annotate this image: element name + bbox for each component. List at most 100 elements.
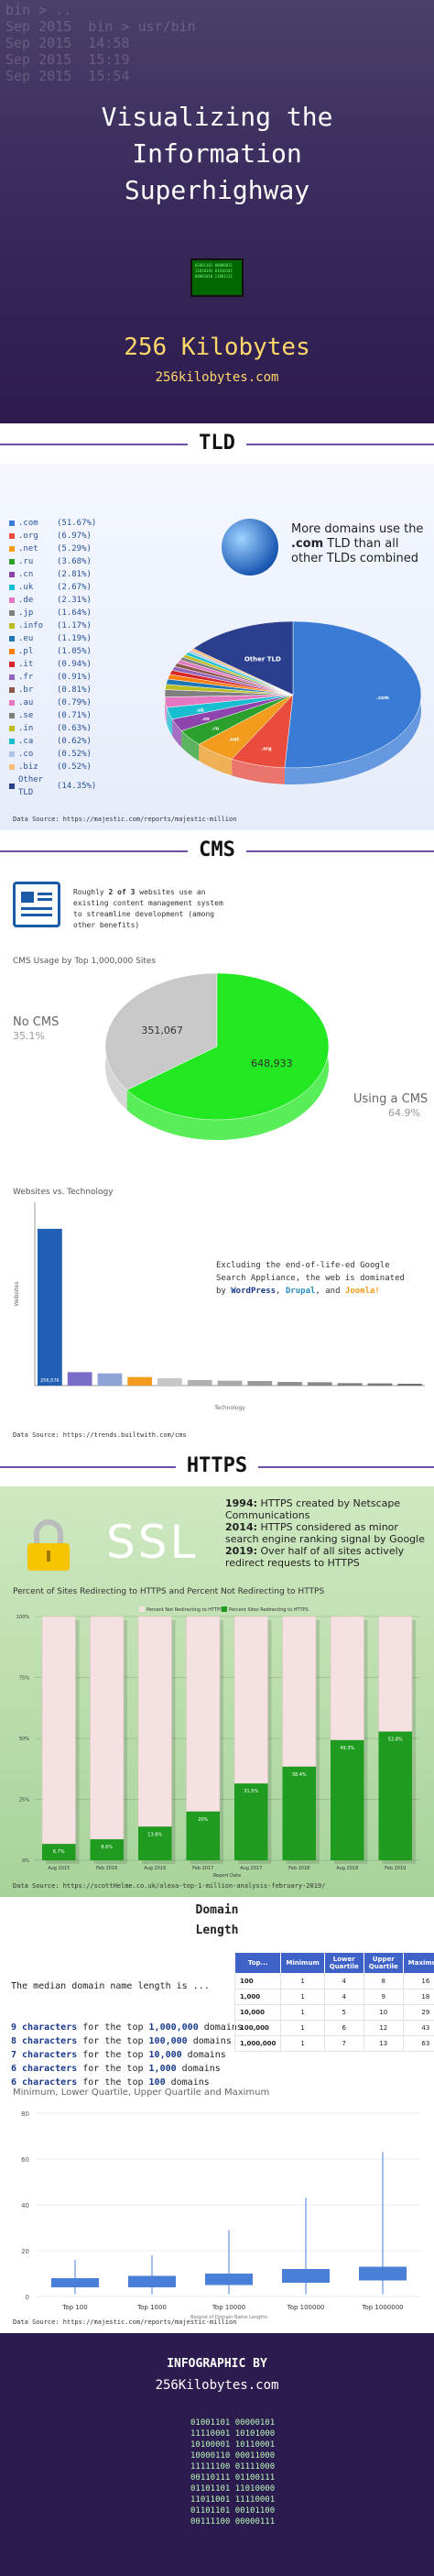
- header: bin > .. Sep 2015 bin > usr/bin Sep 2015…: [0, 0, 434, 423]
- https-heading-text: HTTPS: [176, 1454, 258, 1477]
- binary-line: 01101101 00101100: [190, 2505, 291, 2516]
- not-redirecting-bar: [379, 1617, 413, 1732]
- binary-line: 11111100 01111000: [190, 2461, 291, 2472]
- page-title: Visualizing the Information Superhighway: [0, 99, 434, 209]
- footer-credit: INFOGRAPHIC BY: [0, 2333, 434, 2371]
- https-bar-chart: Percent Not Redirecting to HTTPS Percent …: [0, 1486, 434, 1897]
- bar-value-label: 52.8%: [388, 1737, 403, 1743]
- footer: INFOGRAPHIC BY 256Kilobytes.com 01001101…: [0, 2333, 434, 2576]
- brand-url: 256kilobytes.com: [0, 370, 434, 385]
- y-tick-label: 50%: [19, 1737, 29, 1742]
- pie-label: .uk: [196, 707, 204, 713]
- y-axis-title: Websites: [14, 1281, 20, 1306]
- not-redirecting-bar: [91, 1617, 125, 1839]
- bar-value-label: 8.6%: [101, 1845, 113, 1850]
- tech-bar: [247, 1381, 272, 1386]
- x-tick-label: Top 1000: [136, 2304, 167, 2311]
- cms-heading-text: CMS: [188, 839, 246, 861]
- tech-bar: [127, 1377, 152, 1386]
- title-line: Visualizing the: [0, 99, 434, 136]
- tld-section: .com(51.67%).org(6.97%).net(5.29%).ru(3.…: [0, 464, 434, 830]
- bar-value-label: 49.3%: [340, 1746, 354, 1751]
- binary-line: 11110001 10101000: [190, 2428, 291, 2439]
- binary-line: 00110111 01100111: [190, 2472, 291, 2483]
- y-tick-label: 0: [26, 2294, 29, 2301]
- tech-bar: [367, 1384, 392, 1386]
- bar-value-label: 6.7%: [53, 1849, 65, 1855]
- y-tick-label: 60: [21, 2156, 29, 2164]
- tech-bar: [218, 1381, 243, 1386]
- tech-bar: [68, 1372, 92, 1386]
- tech-bar: [38, 1229, 62, 1386]
- x-tick-label: Feb 2017: [192, 1866, 213, 1871]
- legend-swatch: [139, 1606, 145, 1612]
- pie-label: .cn: [201, 717, 210, 722]
- https-section-heading: HTTPS: [0, 1446, 434, 1486]
- pie-label: .net: [229, 737, 240, 742]
- not-redirecting-bar: [42, 1617, 76, 1844]
- bar-value-label: 256,576: [40, 1378, 60, 1384]
- y-tick-label: 0%: [22, 1858, 29, 1864]
- binary-line: 01001101 00000101: [190, 2417, 291, 2428]
- x-tick-label: Aug 2015: [48, 1866, 70, 1871]
- x-tick-label: Feb 2018: [288, 1866, 309, 1871]
- x-tick-label: Top 100000: [287, 2304, 325, 2311]
- tld-source: Data Source: https://majestic.com/report…: [13, 816, 236, 823]
- cms-source: Data Source: https://trends.builtwith.co…: [13, 1431, 187, 1439]
- legend-swatch: [222, 1606, 227, 1612]
- boxplot-box: [359, 2267, 407, 2281]
- tld-section-heading: TLD: [0, 423, 434, 464]
- pie-label: .com: [376, 696, 389, 701]
- binary-line: 01101101 11010000: [190, 2483, 291, 2494]
- tech-bar: [338, 1383, 363, 1386]
- title-line: Information: [0, 136, 434, 172]
- y-tick-label: 100%: [16, 1615, 30, 1620]
- pie-label: Other TLD: [244, 655, 281, 663]
- tech-bar: [308, 1382, 332, 1386]
- bar-value-label: 31.5%: [244, 1789, 258, 1794]
- boxplot-box: [282, 2269, 330, 2283]
- not-redirecting-bar: [187, 1617, 221, 1812]
- x-axis-title: Report Date: [213, 1873, 241, 1879]
- x-tick-label: Aug 2018: [336, 1866, 358, 1871]
- tech-bar: [157, 1378, 182, 1386]
- redirecting-bar: [234, 1783, 268, 1860]
- domain-source: Data Source: https://majestic.com/report…: [13, 2318, 236, 2326]
- x-tick-label: Top 1000000: [361, 2304, 403, 2311]
- not-redirecting-bar: [283, 1617, 317, 1767]
- binary-chip-icon: 01001101 00000011 11010101 01010101 0000…: [190, 258, 244, 297]
- bar-value-label: 38.4%: [292, 1772, 307, 1778]
- header-background-code: bin > .. Sep 2015 bin > usr/bin Sep 2015…: [0, 0, 434, 101]
- bar-value-label: 20%: [198, 1817, 208, 1823]
- legend-item: Percent Not Redirecting to HTTPS: [146, 1607, 222, 1613]
- not-redirecting-bar: [138, 1617, 172, 1826]
- https-section: SSL 1994: HTTPS created by Netscape Comm…: [0, 1486, 434, 1897]
- tech-bar: [397, 1384, 422, 1386]
- binary-line: 10100001 10110001: [190, 2439, 291, 2450]
- redirecting-bar: [283, 1767, 317, 1860]
- x-tick-label: Aug 2016: [144, 1866, 166, 1871]
- binary-line: 11011001 11110001: [190, 2494, 291, 2505]
- domain-length-section: Domain Length The median domain name len…: [0, 1901, 434, 2333]
- boxplot-box: [128, 2276, 176, 2288]
- x-axis-title: Technology: [213, 1405, 245, 1411]
- legend-item: Percent Sites Redirecting to HTTPS: [229, 1607, 309, 1613]
- redirecting-bar: [379, 1732, 413, 1860]
- tech-bar-chart: 256,576 Technology Websites: [0, 871, 434, 1446]
- title-line: Superhighway: [0, 172, 434, 209]
- footer-site-link[interactable]: 256Kilobytes.com: [0, 2378, 434, 2393]
- x-tick-label: Feb 2016: [96, 1866, 117, 1871]
- tech-bar: [277, 1382, 302, 1386]
- not-redirecting-bar: [234, 1617, 268, 1783]
- x-tick-label: Feb 2019: [385, 1866, 406, 1871]
- brand-name: 256 Kilobytes: [0, 334, 434, 361]
- x-tick-label: Top 100: [61, 2304, 87, 2311]
- y-tick-label: 40: [21, 2202, 29, 2209]
- y-tick-label: 20: [21, 2248, 29, 2255]
- pie-label: .ru: [212, 726, 219, 731]
- tech-bar: [98, 1374, 123, 1386]
- tech-bar: [188, 1380, 212, 1386]
